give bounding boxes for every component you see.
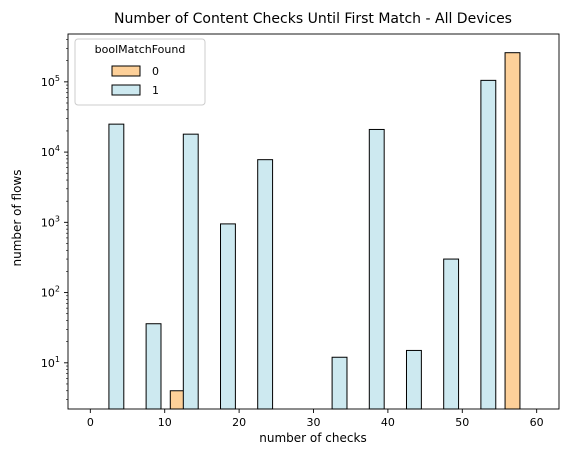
bar-match-1-8 <box>443 258 460 410</box>
y-tick-label: 101 <box>41 355 60 370</box>
x-tick-label: 60 <box>530 416 544 429</box>
bar-match-1-2 <box>182 133 199 410</box>
bar-match-1-4 <box>257 159 274 410</box>
x-tick-label: 20 <box>232 416 246 429</box>
x-axis-label: number of checks <box>259 431 366 445</box>
x-tick-label: 30 <box>307 416 321 429</box>
bar-match-1-9 <box>480 79 497 410</box>
bar-match-1-1 <box>145 323 162 410</box>
y-axis-label: number of flows <box>10 170 24 267</box>
legend-title: boolMatchFound <box>95 43 186 56</box>
x-tick-label: 50 <box>455 416 469 429</box>
y-tick-label: 102 <box>41 285 60 300</box>
bar-match-0-1 <box>504 52 521 410</box>
legend-swatch-1 <box>111 84 141 96</box>
legend-label-0: 0 <box>152 65 159 78</box>
bar-match-1-7 <box>405 349 422 410</box>
bar-match-1-6 <box>368 128 385 410</box>
y-tick-label: 105 <box>41 74 60 89</box>
legend-label-1: 1 <box>152 84 159 97</box>
y-tick-label: 103 <box>41 214 60 229</box>
legend: boolMatchFound 0 1 <box>74 38 206 106</box>
bar-match-1-0 <box>108 123 125 410</box>
x-tick-label: 40 <box>381 416 395 429</box>
bar-match-1-5 <box>331 356 348 410</box>
x-tick-label: 0 <box>87 416 94 429</box>
y-tick-label: 104 <box>41 144 60 159</box>
chart-title: Number of Content Checks Until First Mat… <box>114 11 512 27</box>
x-tick-label: 10 <box>158 416 172 429</box>
bar-match-1-3 <box>220 223 236 410</box>
legend-swatch-0 <box>111 65 141 77</box>
